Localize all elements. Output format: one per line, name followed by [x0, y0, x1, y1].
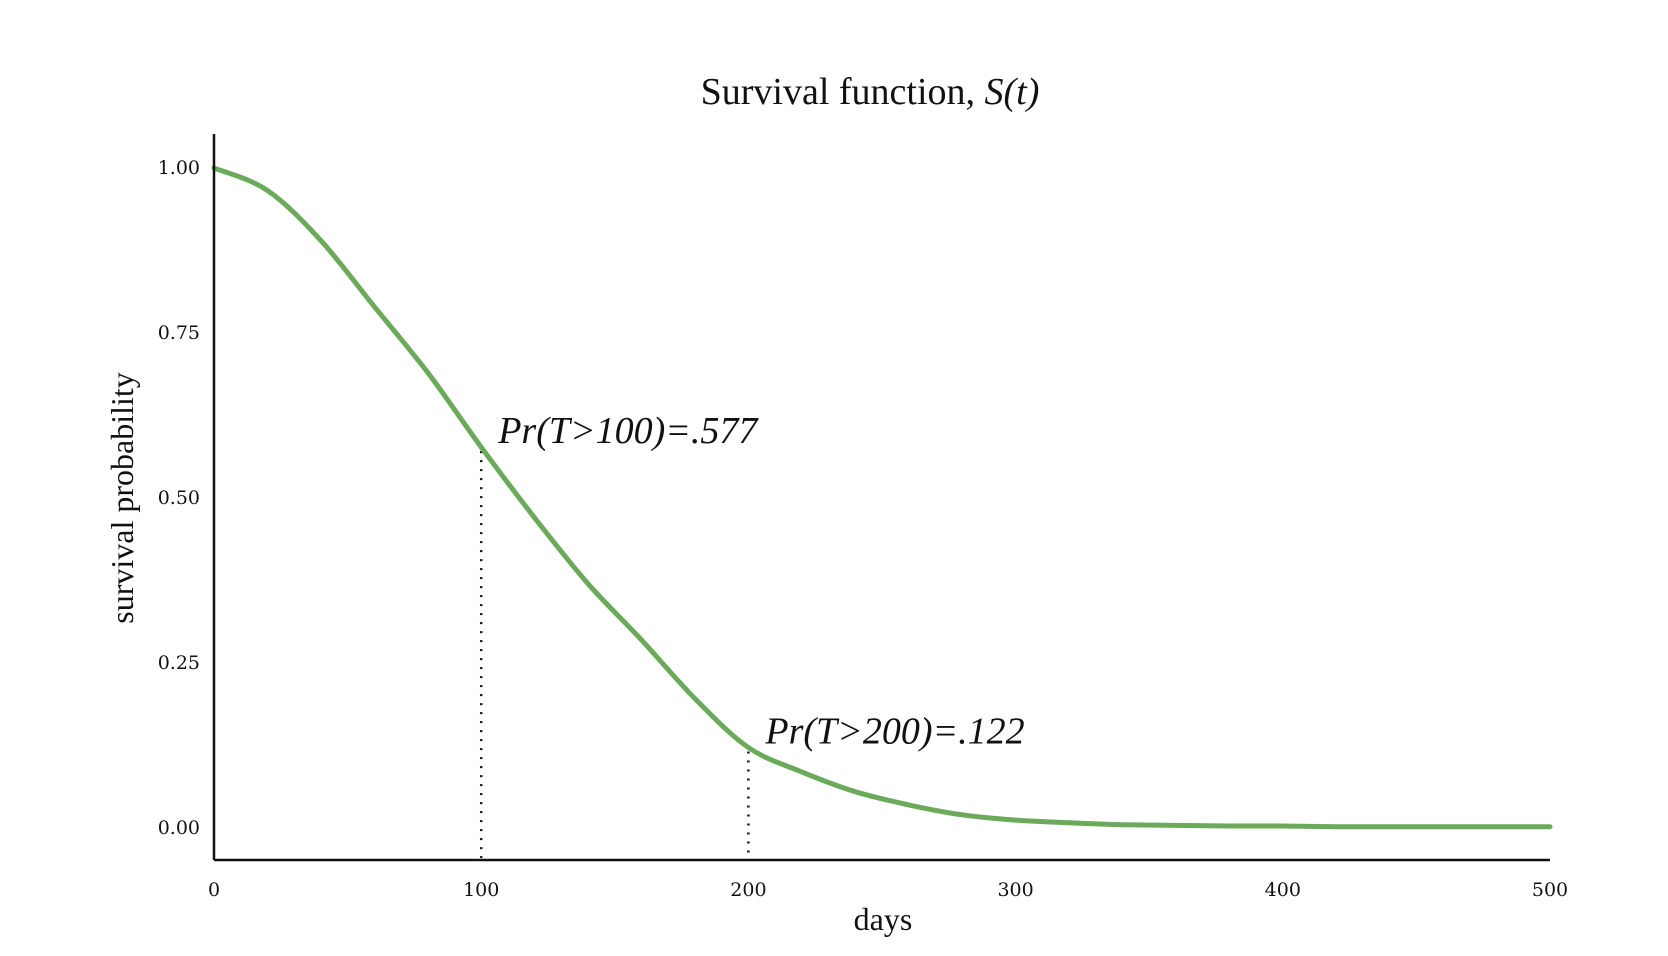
annotation-label: Pr(T>200)=.122 [764, 710, 1024, 752]
chart-title-italic: S(t) [985, 71, 1040, 113]
chart-title: Survival function, S(t) [701, 71, 1040, 113]
y-tick-label: 0.00 [158, 817, 200, 839]
annotation-label: Pr(T>100)=.577 [497, 410, 759, 452]
x-tick-label: 500 [1532, 879, 1568, 901]
x-axis-label: days [854, 901, 913, 937]
chart-title-main: Survival function, [701, 71, 985, 113]
y-tick-label: 0.50 [158, 487, 200, 509]
x-tick-label: 0 [208, 879, 220, 901]
y-tick-label: 0.25 [158, 652, 200, 674]
x-tick-label: 300 [997, 879, 1033, 901]
x-tick-label: 400 [1265, 879, 1301, 901]
survival-curve [211, 165, 1553, 830]
y-tick-label: 1.00 [158, 157, 200, 179]
x-tick-label: 200 [730, 879, 766, 901]
y-tick-label: 0.75 [158, 322, 200, 344]
y-axis-label: survival probability [104, 372, 140, 624]
x-tick-label: 100 [463, 879, 499, 901]
